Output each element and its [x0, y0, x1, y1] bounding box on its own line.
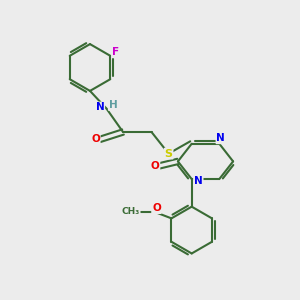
Text: F: F: [112, 47, 119, 57]
Text: H: H: [109, 100, 118, 110]
Text: CH₃: CH₃: [122, 207, 140, 216]
Text: N: N: [194, 176, 203, 186]
Text: N: N: [216, 133, 225, 143]
Text: O: O: [151, 161, 160, 171]
Text: O: O: [152, 203, 161, 213]
Text: S: S: [165, 148, 172, 159]
Text: N: N: [95, 102, 104, 112]
Text: O: O: [91, 134, 100, 145]
